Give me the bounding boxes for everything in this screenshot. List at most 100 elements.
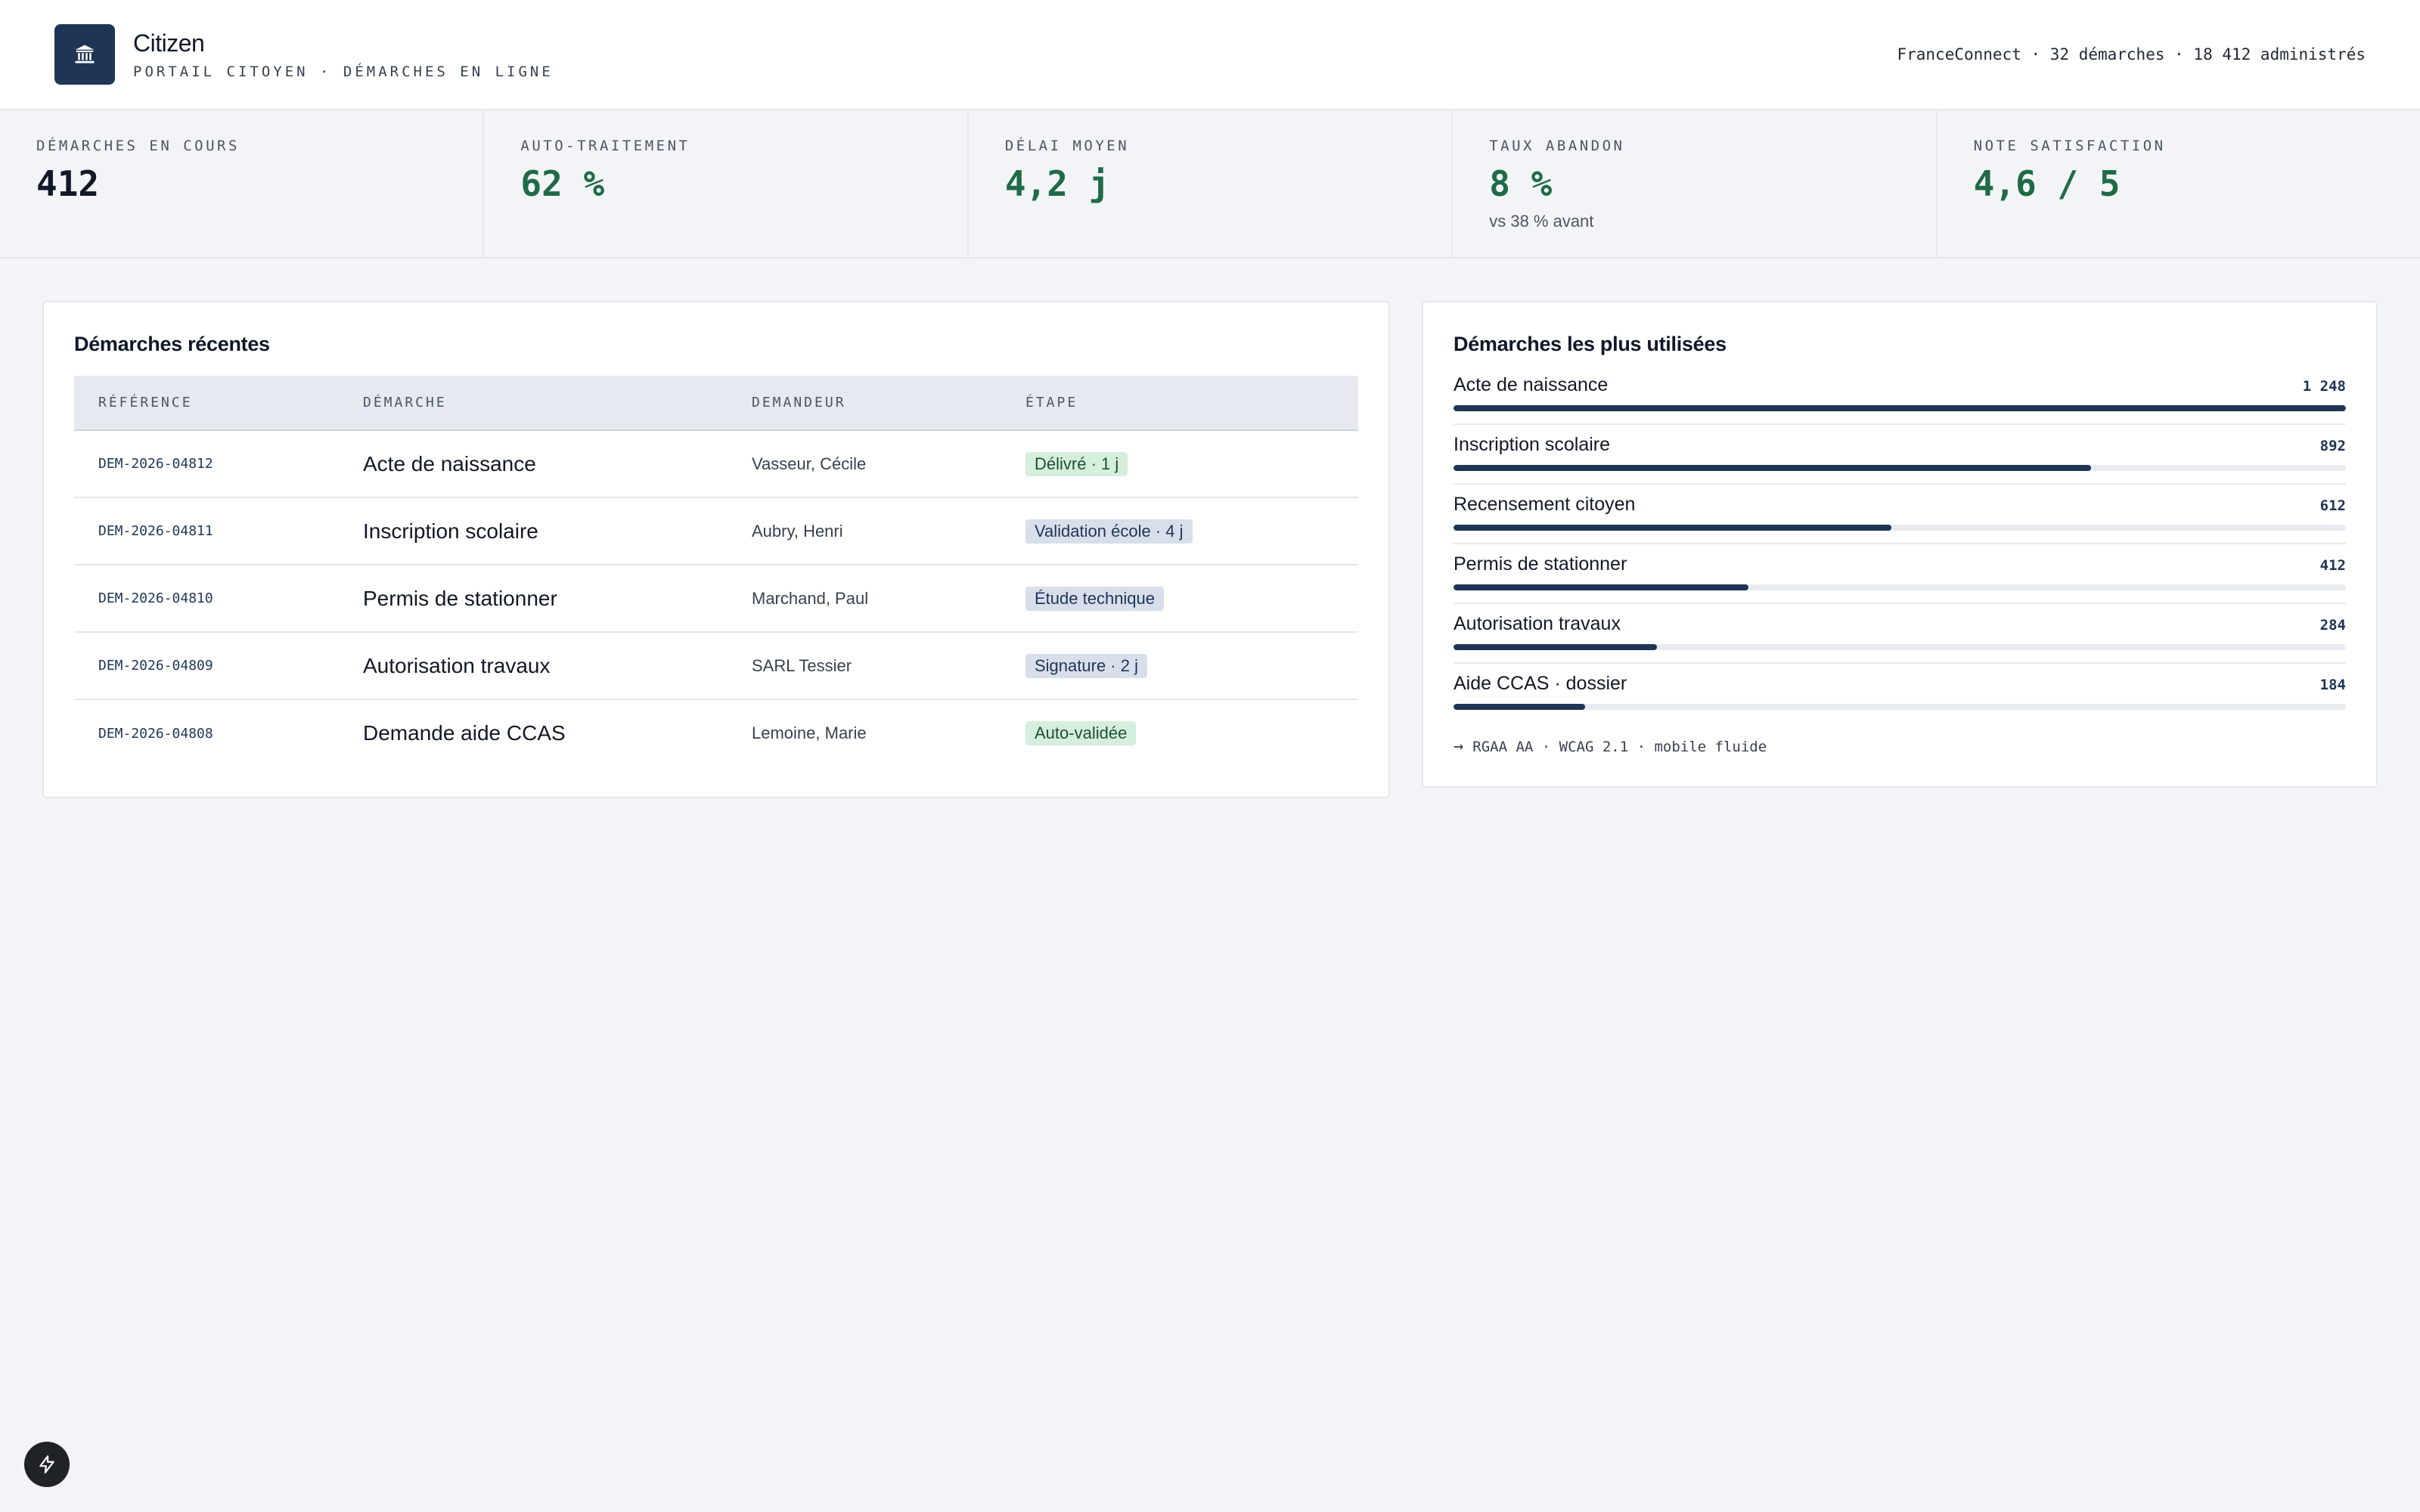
cell-demandeur: SARL Tessier: [728, 632, 1001, 700]
cell-etape: Étude technique: [1001, 565, 1358, 633]
cell-etape: Signature · 2 j: [1001, 632, 1358, 700]
bar-count: 412: [2319, 557, 2346, 574]
list-item[interactable]: Permis de stationner 412: [1454, 544, 2346, 604]
cell-reference: DEM-2026-04808: [98, 725, 213, 742]
bar-label: Recensement citoyen: [1454, 494, 1636, 515]
cell-demandeur: Marchand, Paul: [728, 565, 1001, 633]
cell-demarche: Permis de stationner: [339, 565, 728, 633]
list-item[interactable]: Inscription scolaire 892: [1454, 425, 2346, 485]
cell-demarche: Demande aide CCAS: [363, 721, 566, 745]
card-title: Démarches les plus utilisées: [1454, 333, 1727, 355]
status-badge: Auto-validée: [1025, 721, 1137, 745]
popular-demarches-card: Démarches les plus utilisées Acte de nai…: [1422, 301, 2378, 788]
list-item[interactable]: Acte de naissance 1 248: [1454, 365, 2346, 425]
bar-count: 1 248: [2302, 378, 2346, 395]
kpi-band: DÉMARCHES EN COURS 412 AUTO-TRAITEMENT 6…: [0, 110, 2420, 259]
cell-demandeur: Lemoine, Marie: [752, 723, 867, 742]
kpi-value: 4,2 j: [1004, 163, 1110, 204]
cell-etape: Délivré · 1 j: [1001, 430, 1358, 498]
bar-fill: [1454, 584, 1748, 590]
cell-demandeur: Aubry, Henri: [728, 497, 1001, 565]
table-row[interactable]: DEM-2026-04811 Inscription scolaire Aubr…: [74, 497, 1358, 565]
status-badge: Délivré · 1 j: [1025, 451, 1128, 476]
kpi-value: 62 %: [520, 163, 605, 204]
lightning-icon: [39, 1455, 54, 1473]
popular-bar-list: Acte de naissance 1 248 Inscription scol…: [1454, 365, 2346, 722]
bar-track: [1454, 465, 2346, 471]
bar-track: [1454, 584, 2346, 590]
bar-track: [1454, 525, 2346, 531]
bar-label: Acte de naissance: [1454, 374, 1609, 395]
bank-building-icon: [54, 24, 115, 85]
recent-demarches-table: RÉFÉRENCE DÉMARCHE DEMANDEUR ÉTAPE DEM-2…: [74, 376, 1358, 767]
kpi-sub: vs 38 % avant: [1489, 212, 1594, 231]
kpi-label: DÉMARCHES EN COURS: [36, 138, 240, 154]
kpi-value: 4,6 / 5: [1973, 163, 2121, 204]
table-row[interactable]: DEM-2026-04809 Autorisation travaux SARL…: [74, 632, 1358, 700]
status-badge: Validation école · 4 j: [1025, 519, 1193, 544]
table-row[interactable]: DEM-2026-04812 Acte de naissance Vasseur…: [74, 430, 1358, 498]
status-badge: Signature · 2 j: [1025, 653, 1147, 678]
cell-demarche: Autorisation travaux: [339, 632, 728, 700]
footnote-text: RGAA AA · WCAG 2.1 · mobile fluide: [1472, 738, 1767, 755]
cell-demarche: Acte de naissance: [339, 430, 728, 498]
lightning-action-button[interactable]: [24, 1442, 70, 1487]
bar-fill: [1454, 405, 2346, 411]
column-header-etape[interactable]: ÉTAPE: [1001, 376, 1358, 431]
column-header-demarche[interactable]: DÉMARCHE: [339, 376, 728, 431]
bar-count: 284: [2319, 617, 2346, 634]
bar-count: 892: [2319, 438, 2346, 454]
app-subtitle: PORTAIL CITOYEN · DÉMARCHES EN LIGNE: [133, 63, 554, 80]
kpi-auto-traitement: AUTO-TRAITEMENT 62 %: [484, 110, 969, 257]
kpi-value: 8 %: [1489, 163, 1553, 204]
bar-track: [1454, 405, 2346, 411]
cell-demandeur: Vasseur, Cécile: [728, 430, 1001, 498]
card-title: Démarches récentes: [74, 333, 270, 355]
cell-reference: DEM-2026-04812: [74, 430, 339, 498]
table-row[interactable]: DEM-2026-04810 Permis de stationner Marc…: [74, 565, 1358, 633]
column-header-reference[interactable]: RÉFÉRENCE: [74, 376, 339, 431]
bar-track: [1454, 704, 2346, 710]
table-header-row: RÉFÉRENCE DÉMARCHE DEMANDEUR ÉTAPE: [74, 376, 1358, 431]
status-badge: Étude technique: [1025, 586, 1165, 611]
cell-reference: DEM-2026-04811: [74, 497, 339, 565]
recent-demarches-card: Démarches récentes RÉFÉRENCE DÉMARCHE DE…: [42, 301, 1390, 798]
bar-label: Inscription scolaire: [1454, 434, 1611, 455]
app-title: Citizen: [133, 29, 205, 57]
cell-reference: DEM-2026-04809: [74, 632, 339, 700]
main-content: Démarches récentes RÉFÉRENCE DÉMARCHE DE…: [0, 259, 2420, 798]
kpi-label: NOTE SATISFACTION: [1973, 138, 2166, 154]
bar-label: Aide CCAS · dossier: [1454, 673, 1627, 694]
accessibility-footnote: → RGAA AA · WCAG 2.1 · mobile fluide: [1454, 737, 2346, 756]
arrow-right-icon: →: [1454, 737, 1464, 756]
bar-count: 184: [2319, 677, 2346, 693]
kpi-demarches-en-cours: DÉMARCHES EN COURS 412: [0, 110, 485, 257]
bar-fill: [1454, 525, 1891, 531]
bar-fill: [1454, 465, 2092, 471]
list-item[interactable]: Recensement citoyen 612: [1454, 485, 2346, 544]
kpi-label: TAUX ABANDON: [1489, 138, 1625, 154]
bar-fill: [1454, 644, 1657, 650]
cell-etape: Auto-validée: [1001, 699, 1358, 767]
kpi-taux-abandon: TAUX ABANDON 8 % vs 38 % avant: [1453, 110, 1938, 257]
app-header: Citizen PORTAIL CITOYEN · DÉMARCHES EN L…: [0, 0, 2420, 110]
kpi-value: 412: [36, 163, 100, 204]
kpi-delai-moyen: DÉLAI MOYEN 4,2 j: [969, 110, 1454, 257]
bar-fill: [1454, 704, 1585, 710]
cell-reference: DEM-2026-04810: [74, 565, 339, 633]
kpi-label: DÉLAI MOYEN: [1004, 138, 1130, 154]
table-row[interactable]: DEM-2026-04808 Demande aide CCAS Lemoine…: [74, 699, 1358, 767]
kpi-label: AUTO-TRAITEMENT: [520, 138, 690, 154]
list-item[interactable]: Aide CCAS · dossier 184: [1454, 664, 2346, 722]
cell-etape: Validation école · 4 j: [1001, 497, 1358, 565]
cell-demarche: Inscription scolaire: [339, 497, 728, 565]
kpi-note-satisfaction: NOTE SATISFACTION 4,6 / 5: [1938, 110, 2420, 257]
list-item[interactable]: Autorisation travaux 284: [1454, 604, 2346, 664]
column-header-demandeur[interactable]: DEMANDEUR: [728, 376, 1001, 431]
brand[interactable]: Citizen PORTAIL CITOYEN · DÉMARCHES EN L…: [54, 24, 554, 85]
bar-count: 612: [2319, 497, 2346, 514]
bar-label: Permis de stationner: [1454, 553, 1627, 575]
bar-track: [1454, 644, 2346, 650]
bar-label: Autorisation travaux: [1454, 613, 1621, 634]
header-meta: FranceConnect · 32 démarches · 18 412 ad…: [1897, 45, 2366, 64]
